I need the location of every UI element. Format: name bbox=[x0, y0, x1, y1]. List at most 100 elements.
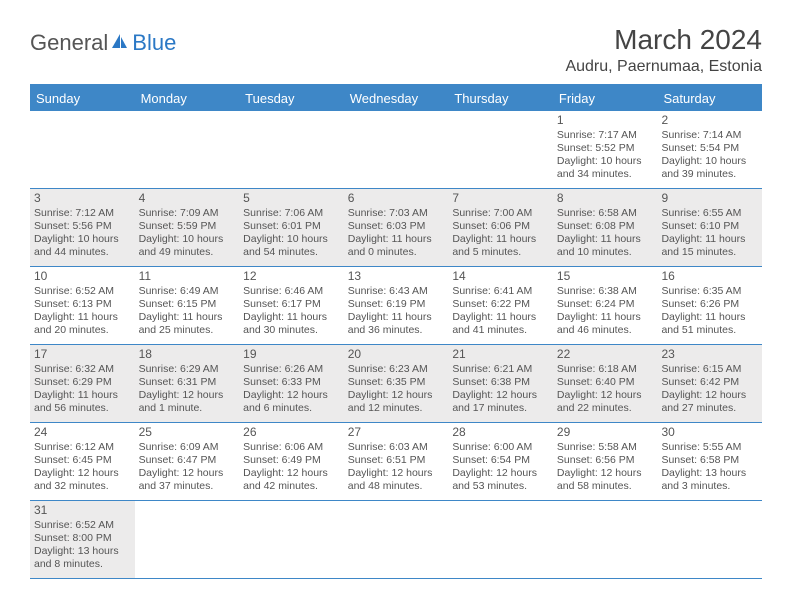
weeks-container: 1Sunrise: 7:17 AMSunset: 5:52 PMDaylight… bbox=[30, 111, 762, 579]
day-number: 13 bbox=[348, 269, 445, 284]
day-headers-row: SundayMondayTuesdayWednesdayThursdayFrid… bbox=[30, 86, 762, 111]
day-number: 6 bbox=[348, 191, 445, 206]
daylight-text: Daylight: 12 hours and 27 minutes. bbox=[661, 389, 758, 415]
week-row: 1Sunrise: 7:17 AMSunset: 5:52 PMDaylight… bbox=[30, 111, 762, 189]
day-header: Monday bbox=[135, 86, 240, 111]
day-cell: 19Sunrise: 6:26 AMSunset: 6:33 PMDayligh… bbox=[239, 345, 344, 422]
day-number: 19 bbox=[243, 347, 340, 362]
day-number: 23 bbox=[661, 347, 758, 362]
daylight-text: Daylight: 13 hours and 3 minutes. bbox=[661, 467, 758, 493]
day-number: 26 bbox=[243, 425, 340, 440]
sunrise-text: Sunrise: 6:43 AM bbox=[348, 285, 445, 298]
sunset-text: Sunset: 5:54 PM bbox=[661, 142, 758, 155]
daylight-text: Daylight: 10 hours and 49 minutes. bbox=[139, 233, 236, 259]
day-cell: 5Sunrise: 7:06 AMSunset: 6:01 PMDaylight… bbox=[239, 189, 344, 266]
daylight-text: Daylight: 11 hours and 46 minutes. bbox=[557, 311, 654, 337]
sunset-text: Sunset: 6:58 PM bbox=[661, 454, 758, 467]
sunrise-text: Sunrise: 6:49 AM bbox=[139, 285, 236, 298]
sunset-text: Sunset: 6:33 PM bbox=[243, 376, 340, 389]
sunrise-text: Sunrise: 6:09 AM bbox=[139, 441, 236, 454]
sunrise-text: Sunrise: 6:38 AM bbox=[557, 285, 654, 298]
day-number: 24 bbox=[34, 425, 131, 440]
sunset-text: Sunset: 6:45 PM bbox=[34, 454, 131, 467]
sunset-text: Sunset: 6:31 PM bbox=[139, 376, 236, 389]
day-number: 12 bbox=[243, 269, 340, 284]
empty-cell bbox=[239, 111, 344, 188]
sunrise-text: Sunrise: 7:14 AM bbox=[661, 129, 758, 142]
sunset-text: Sunset: 6:10 PM bbox=[661, 220, 758, 233]
sunrise-text: Sunrise: 7:09 AM bbox=[139, 207, 236, 220]
day-cell: 9Sunrise: 6:55 AMSunset: 6:10 PMDaylight… bbox=[657, 189, 762, 266]
sunset-text: Sunset: 6:38 PM bbox=[452, 376, 549, 389]
sunrise-text: Sunrise: 6:18 AM bbox=[557, 363, 654, 376]
daylight-text: Daylight: 11 hours and 51 minutes. bbox=[661, 311, 758, 337]
daylight-text: Daylight: 12 hours and 1 minute. bbox=[139, 389, 236, 415]
day-number: 1 bbox=[557, 113, 654, 128]
daylight-text: Daylight: 11 hours and 20 minutes. bbox=[34, 311, 131, 337]
sunrise-text: Sunrise: 6:00 AM bbox=[452, 441, 549, 454]
day-cell: 31Sunrise: 6:52 AMSunset: 8:00 PMDayligh… bbox=[30, 501, 135, 578]
day-cell: 26Sunrise: 6:06 AMSunset: 6:49 PMDayligh… bbox=[239, 423, 344, 500]
sunrise-text: Sunrise: 7:17 AM bbox=[557, 129, 654, 142]
daylight-text: Daylight: 12 hours and 6 minutes. bbox=[243, 389, 340, 415]
daylight-text: Daylight: 12 hours and 58 minutes. bbox=[557, 467, 654, 493]
daylight-text: Daylight: 12 hours and 48 minutes. bbox=[348, 467, 445, 493]
day-number: 3 bbox=[34, 191, 131, 206]
sunrise-text: Sunrise: 6:12 AM bbox=[34, 441, 131, 454]
daylight-text: Daylight: 12 hours and 53 minutes. bbox=[452, 467, 549, 493]
sunset-text: Sunset: 6:40 PM bbox=[557, 376, 654, 389]
daylight-text: Daylight: 12 hours and 22 minutes. bbox=[557, 389, 654, 415]
day-cell: 11Sunrise: 6:49 AMSunset: 6:15 PMDayligh… bbox=[135, 267, 240, 344]
sunrise-text: Sunrise: 7:00 AM bbox=[452, 207, 549, 220]
day-number: 21 bbox=[452, 347, 549, 362]
daylight-text: Daylight: 10 hours and 44 minutes. bbox=[34, 233, 131, 259]
daylight-text: Daylight: 12 hours and 17 minutes. bbox=[452, 389, 549, 415]
day-cell: 17Sunrise: 6:32 AMSunset: 6:29 PMDayligh… bbox=[30, 345, 135, 422]
sunset-text: Sunset: 6:54 PM bbox=[452, 454, 549, 467]
empty-cell bbox=[239, 501, 344, 578]
day-number: 31 bbox=[34, 503, 131, 518]
sunset-text: Sunset: 6:15 PM bbox=[139, 298, 236, 311]
day-header: Sunday bbox=[30, 86, 135, 111]
day-cell: 16Sunrise: 6:35 AMSunset: 6:26 PMDayligh… bbox=[657, 267, 762, 344]
day-cell: 20Sunrise: 6:23 AMSunset: 6:35 PMDayligh… bbox=[344, 345, 449, 422]
day-cell: 6Sunrise: 7:03 AMSunset: 6:03 PMDaylight… bbox=[344, 189, 449, 266]
sunset-text: Sunset: 8:00 PM bbox=[34, 532, 131, 545]
daylight-text: Daylight: 11 hours and 36 minutes. bbox=[348, 311, 445, 337]
empty-cell bbox=[30, 111, 135, 188]
calendar: SundayMondayTuesdayWednesdayThursdayFrid… bbox=[30, 84, 762, 579]
sail-icon bbox=[110, 30, 130, 56]
daylight-text: Daylight: 10 hours and 54 minutes. bbox=[243, 233, 340, 259]
sunset-text: Sunset: 6:51 PM bbox=[348, 454, 445, 467]
sunrise-text: Sunrise: 6:15 AM bbox=[661, 363, 758, 376]
sunrise-text: Sunrise: 6:58 AM bbox=[557, 207, 654, 220]
daylight-text: Daylight: 11 hours and 56 minutes. bbox=[34, 389, 131, 415]
day-cell: 4Sunrise: 7:09 AMSunset: 5:59 PMDaylight… bbox=[135, 189, 240, 266]
sunset-text: Sunset: 6:01 PM bbox=[243, 220, 340, 233]
day-number: 22 bbox=[557, 347, 654, 362]
day-number: 4 bbox=[139, 191, 236, 206]
sunrise-text: Sunrise: 6:55 AM bbox=[661, 207, 758, 220]
day-header: Saturday bbox=[657, 86, 762, 111]
empty-cell bbox=[657, 501, 762, 578]
daylight-text: Daylight: 11 hours and 15 minutes. bbox=[661, 233, 758, 259]
day-cell: 27Sunrise: 6:03 AMSunset: 6:51 PMDayligh… bbox=[344, 423, 449, 500]
sunrise-text: Sunrise: 6:52 AM bbox=[34, 285, 131, 298]
day-cell: 22Sunrise: 6:18 AMSunset: 6:40 PMDayligh… bbox=[553, 345, 658, 422]
daylight-text: Daylight: 12 hours and 42 minutes. bbox=[243, 467, 340, 493]
day-number: 2 bbox=[661, 113, 758, 128]
sunrise-text: Sunrise: 7:06 AM bbox=[243, 207, 340, 220]
sunset-text: Sunset: 6:49 PM bbox=[243, 454, 340, 467]
location-text: Audru, Paernumaa, Estonia bbox=[565, 58, 762, 76]
sunrise-text: Sunrise: 7:03 AM bbox=[348, 207, 445, 220]
day-number: 8 bbox=[557, 191, 654, 206]
title-block: March 2024 Audru, Paernumaa, Estonia bbox=[565, 24, 762, 76]
empty-cell bbox=[344, 111, 449, 188]
sunrise-text: Sunrise: 6:21 AM bbox=[452, 363, 549, 376]
daylight-text: Daylight: 11 hours and 30 minutes. bbox=[243, 311, 340, 337]
day-cell: 7Sunrise: 7:00 AMSunset: 6:06 PMDaylight… bbox=[448, 189, 553, 266]
day-cell: 3Sunrise: 7:12 AMSunset: 5:56 PMDaylight… bbox=[30, 189, 135, 266]
day-cell: 29Sunrise: 5:58 AMSunset: 6:56 PMDayligh… bbox=[553, 423, 658, 500]
page-header: General Blue March 2024 Audru, Paernumaa… bbox=[30, 24, 762, 76]
day-cell: 1Sunrise: 7:17 AMSunset: 5:52 PMDaylight… bbox=[553, 111, 658, 188]
